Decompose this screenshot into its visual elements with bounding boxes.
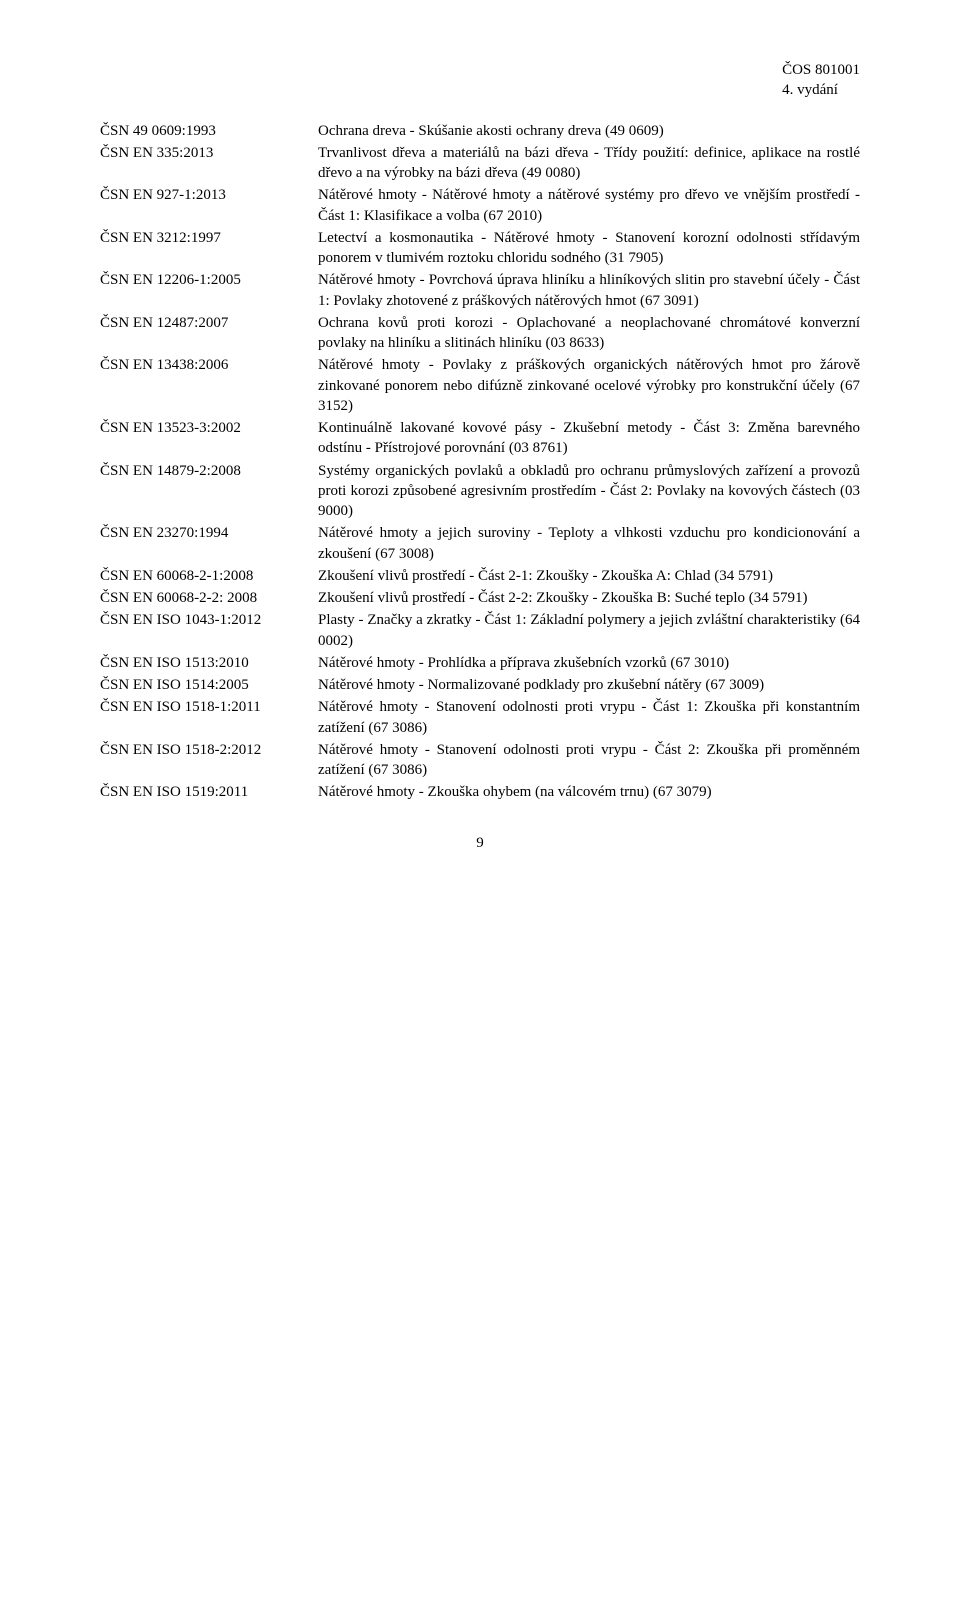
standard-code: ČSN EN ISO 1519:2011: [100, 782, 318, 802]
standard-description: Nátěrové hmoty - Zkouška ohybem (na válc…: [318, 782, 860, 802]
standard-description: Ochrana kovů proti korozi - Oplachované …: [318, 313, 860, 354]
standard-entry: ČSN EN 12206-1:2005Nátěrové hmoty - Povr…: [100, 270, 860, 311]
standard-entry: ČSN EN 60068-2-2: 2008Zkoušení vlivů pro…: [100, 588, 860, 608]
standard-entry: ČSN EN ISO 1514:2005Nátěrové hmoty - Nor…: [100, 675, 860, 695]
standard-code: ČSN EN 60068-2-2: 2008: [100, 588, 318, 608]
standard-code: ČSN EN 335:2013: [100, 143, 318, 184]
standard-code: ČSN EN 13523-3:2002: [100, 418, 318, 459]
standard-description: Plasty - Značky a zkratky - Část 1: Zákl…: [318, 610, 860, 651]
standard-description: Nátěrové hmoty - Nátěrové hmoty a nátěro…: [318, 185, 860, 226]
standard-code: ČSN EN ISO 1043-1:2012: [100, 610, 318, 651]
standard-description: Zkoušení vlivů prostředí - Část 2-1: Zko…: [318, 566, 860, 586]
standard-code: ČSN EN ISO 1518-2:2012: [100, 740, 318, 781]
standard-description: Systémy organických povlaků a obkladů pr…: [318, 461, 860, 522]
doc-edition: 4. vydání: [782, 82, 838, 98]
standard-code: ČSN EN 927-1:2013: [100, 185, 318, 226]
standard-description: Nátěrové hmoty - Normalizované podklady …: [318, 675, 860, 695]
standard-entry: ČSN EN 335:2013Trvanlivost dřeva a mater…: [100, 143, 860, 184]
standard-description: Letectví a kosmonautika - Nátěrové hmoty…: [318, 228, 860, 269]
standard-code: ČSN EN 12487:2007: [100, 313, 318, 354]
doc-code: ČOS 801001: [782, 62, 860, 78]
standard-entry: ČSN EN 927-1:2013Nátěrové hmoty - Nátěro…: [100, 185, 860, 226]
standard-description: Zkoušení vlivů prostředí - Část 2-2: Zko…: [318, 588, 860, 608]
standard-entry: ČSN 49 0609:1993Ochrana dreva - Skúšanie…: [100, 121, 860, 141]
standard-code: ČSN EN 3212:1997: [100, 228, 318, 269]
standard-description: Kontinuálně lakované kovové pásy - Zkuše…: [318, 418, 860, 459]
standard-entry: ČSN EN 12487:2007Ochrana kovů proti koro…: [100, 313, 860, 354]
page-number: 9: [100, 833, 860, 853]
standard-entry: ČSN EN 13438:2006Nátěrové hmoty - Povlak…: [100, 355, 860, 416]
standard-entry: ČSN EN 3212:1997Letectví a kosmonautika …: [100, 228, 860, 269]
standard-entry: ČSN EN ISO 1043-1:2012Plasty - Značky a …: [100, 610, 860, 651]
standard-description: Nátěrové hmoty a jejich suroviny - Teplo…: [318, 523, 860, 564]
standards-list: ČSN 49 0609:1993Ochrana dreva - Skúšanie…: [100, 121, 860, 803]
standard-entry: ČSN EN 23270:1994Nátěrové hmoty a jejich…: [100, 523, 860, 564]
standard-code: ČSN EN ISO 1513:2010: [100, 653, 318, 673]
standard-description: Nátěrové hmoty - Stanovení odolnosti pro…: [318, 740, 860, 781]
standard-code: ČSN EN 60068-2-1:2008: [100, 566, 318, 586]
standard-code: ČSN EN 23270:1994: [100, 523, 318, 564]
standard-description: Nátěrové hmoty - Prohlídka a příprava zk…: [318, 653, 860, 673]
standard-code: ČSN 49 0609:1993: [100, 121, 318, 141]
standard-entry: ČSN EN ISO 1519:2011Nátěrové hmoty - Zko…: [100, 782, 860, 802]
standard-code: ČSN EN ISO 1518-1:2011: [100, 697, 318, 738]
standard-entry: ČSN EN ISO 1513:2010Nátěrové hmoty - Pro…: [100, 653, 860, 673]
standard-entry: ČSN EN 13523-3:2002Kontinuálně lakované …: [100, 418, 860, 459]
standard-description: Trvanlivost dřeva a materiálů na bázi dř…: [318, 143, 860, 184]
standard-entry: ČSN EN 60068-2-1:2008Zkoušení vlivů pros…: [100, 566, 860, 586]
standard-description: Nátěrové hmoty - Povlaky z práškových or…: [318, 355, 860, 416]
standard-description: Nátěrové hmoty - Stanovení odolnosti pro…: [318, 697, 860, 738]
standard-entry: ČSN EN ISO 1518-2:2012Nátěrové hmoty - S…: [100, 740, 860, 781]
page-header: ČOS 801001 4. vydání: [100, 60, 860, 101]
standard-code: ČSN EN 12206-1:2005: [100, 270, 318, 311]
standard-code: ČSN EN 14879-2:2008: [100, 461, 318, 522]
standard-entry: ČSN EN 14879-2:2008Systémy organických p…: [100, 461, 860, 522]
standard-description: Nátěrové hmoty - Povrchová úprava hliník…: [318, 270, 860, 311]
standard-entry: ČSN EN ISO 1518-1:2011Nátěrové hmoty - S…: [100, 697, 860, 738]
standard-code: ČSN EN ISO 1514:2005: [100, 675, 318, 695]
standard-description: Ochrana dreva - Skúšanie akosti ochrany …: [318, 121, 860, 141]
standard-code: ČSN EN 13438:2006: [100, 355, 318, 416]
